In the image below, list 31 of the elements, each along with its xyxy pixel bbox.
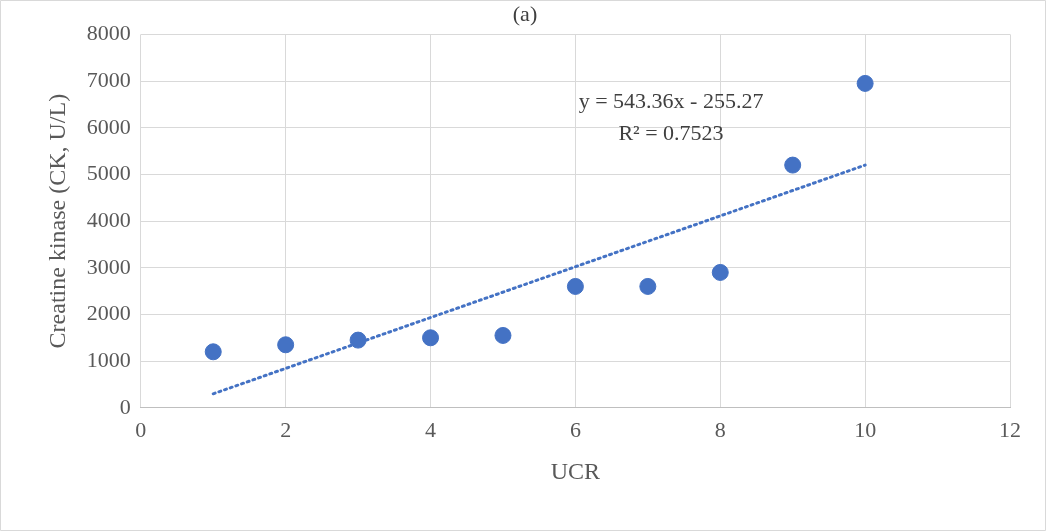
annotation: R² = 0.7523 xyxy=(618,120,724,146)
y-tick-label: 0 xyxy=(119,393,131,419)
x-tick-label: 6 xyxy=(569,416,581,442)
x-axis-title: UCR xyxy=(550,457,601,484)
point xyxy=(494,326,512,344)
point xyxy=(422,329,440,347)
point xyxy=(784,156,802,174)
x-tick-label: 2 xyxy=(280,416,292,442)
y-tick-label: 4000 xyxy=(86,206,131,232)
x-tick-label: 4 xyxy=(425,416,437,442)
x-tick-label: 12 xyxy=(999,416,1021,442)
x-tick-label: 10 xyxy=(854,416,877,442)
point xyxy=(566,277,584,295)
y-axis-title: Creatine kinase (CK, U/L) xyxy=(43,93,70,349)
y-tick-label: 1000 xyxy=(86,346,131,372)
y-tick-label: 7000 xyxy=(86,66,131,92)
chart-title: (a) xyxy=(512,0,538,26)
point xyxy=(204,343,222,361)
point xyxy=(639,277,657,295)
x-tick-label: 8 xyxy=(714,416,726,442)
point xyxy=(711,263,729,281)
y-tick-label: 5000 xyxy=(86,160,131,186)
y-tick-label: 8000 xyxy=(86,20,131,46)
annotation: y = 543.36x - 255.27 xyxy=(578,88,764,114)
point xyxy=(349,331,367,349)
x-tick-label: 0 xyxy=(135,416,147,442)
point xyxy=(856,74,874,92)
point xyxy=(277,336,295,354)
y-tick-label: 2000 xyxy=(86,300,131,326)
y-tick-label: 6000 xyxy=(86,113,131,139)
y-tick-label: 3000 xyxy=(86,253,131,279)
